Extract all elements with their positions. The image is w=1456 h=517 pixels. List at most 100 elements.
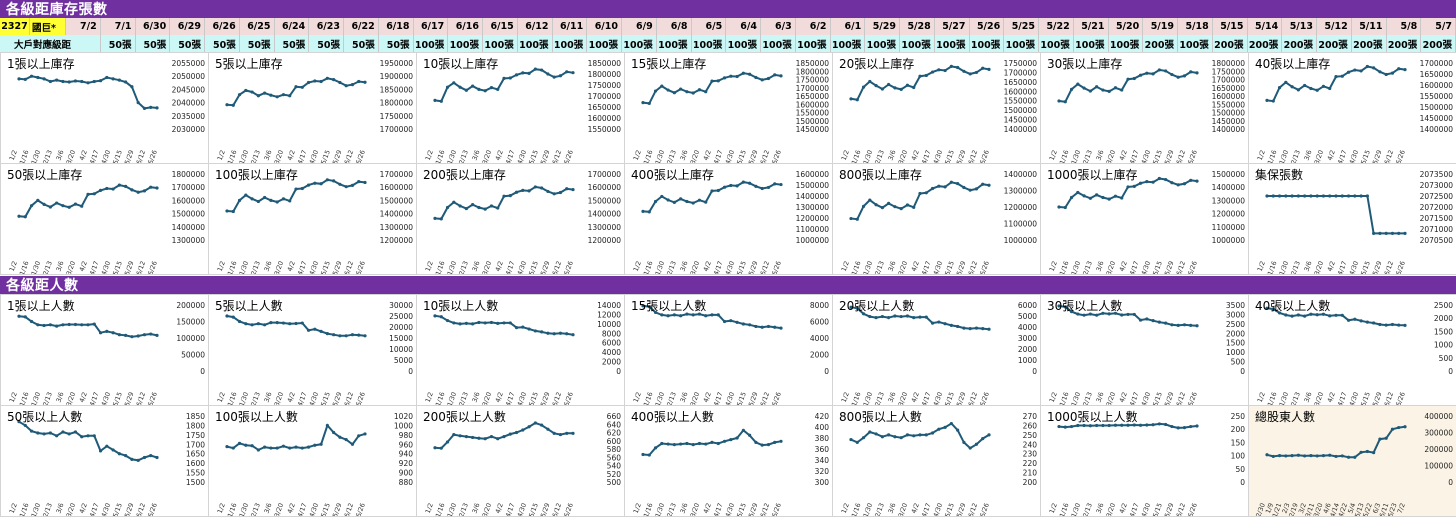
lots-cell[interactable]: 50張 <box>136 35 171 52</box>
date-cell[interactable]: 5/11 <box>1352 18 1387 35</box>
date-cell[interactable]: 5/19 <box>1143 18 1178 35</box>
date-cell[interactable]: 5/28 <box>900 18 935 35</box>
holders-chart-panel[interactable]: 1020 1000 980 960 940 920 900 880 1/2 1/16 1/30 2/1… <box>208 405 417 517</box>
date-cell[interactable]: 5/18 <box>1178 18 1213 35</box>
lots-cell[interactable]: 100張 <box>900 35 935 52</box>
lots-cell[interactable]: 50張 <box>170 35 205 52</box>
holders-chart-panel[interactable]: 30000 25000 20000 15000 10000 5000 0 1/2 1/16 1/3… <box>208 294 417 406</box>
date-cell[interactable]: 5/29 <box>865 18 900 35</box>
date-cell[interactable]: 6/10 <box>587 18 622 35</box>
lots-row-header[interactable]: 大戶對應級距 <box>0 35 101 52</box>
inventory-chart-panel[interactable]: 1700000 1650000 1600000 1550000 1500000 14500… <box>1248 52 1456 164</box>
lots-cell[interactable]: 50張 <box>240 35 275 52</box>
date-cell[interactable]: 5/13 <box>1282 18 1317 35</box>
date-cell[interactable]: 6/26 <box>205 18 240 35</box>
date-cell[interactable]: 5/27 <box>935 18 970 35</box>
holders-chart-panel[interactable]: 6000 5000 4000 3000 2000 1000 0 1/2 1/16 1/30 2/13… <box>832 294 1041 406</box>
lots-cell[interactable]: 100張 <box>865 35 900 52</box>
date-cell[interactable]: 6/24 <box>275 18 310 35</box>
date-cell[interactable]: 6/8 <box>657 18 692 35</box>
date-cell[interactable]: 6/9 <box>622 18 657 35</box>
lots-cell[interactable]: 100張 <box>692 35 727 52</box>
lots-cell[interactable]: 100張 <box>726 35 761 52</box>
inventory-chart-panel[interactable]: 1850000 1800000 1750000 1700000 1650000 16000… <box>416 52 625 164</box>
lots-cell[interactable]: 100張 <box>587 35 622 52</box>
holders-chart-panel[interactable]: 420 400 380 360 340 320 300 1/2 1/16 1/30 2/13 3/6 3… <box>624 405 833 517</box>
date-cell[interactable]: 7/1 <box>101 18 136 35</box>
holders-chart-panel[interactable]: 660 640 620 600 580 560 540 520 500 1/2 1/16 1/30 2/… <box>416 405 625 517</box>
date-cell[interactable]: 5/14 <box>1248 18 1283 35</box>
lots-cell[interactable]: 100張 <box>1074 35 1109 52</box>
date-cell[interactable]: 5/26 <box>970 18 1005 35</box>
holders-chart-panel[interactable]: 200000 150000 100000 50000 0 1/2 1/16 1/30 2/13 3… <box>0 294 209 406</box>
inventory-chart-panel[interactable]: 1850000 1800000 1750000 1700000 1650000 16000… <box>624 52 833 164</box>
inventory-chart-panel[interactable]: 1800000 1700000 1600000 1500000 1400000 13000… <box>0 163 209 275</box>
lots-cell[interactable]: 200張 <box>1317 35 1352 52</box>
date-cell[interactable]: 6/25 <box>240 18 275 35</box>
stock-code-cell[interactable]: 2327 <box>0 18 30 35</box>
date-cell[interactable]: 5/25 <box>1004 18 1039 35</box>
lots-cell[interactable]: 100張 <box>831 35 866 52</box>
lots-cell[interactable]: 200張 <box>1387 35 1422 52</box>
lots-cell[interactable]: 100張 <box>622 35 657 52</box>
lots-cell[interactable]: 100張 <box>1109 35 1144 52</box>
date-cell[interactable]: 6/11 <box>553 18 588 35</box>
date-cell[interactable]: 5/20 <box>1109 18 1144 35</box>
holders-chart-panel[interactable]: 3500 3000 2500 2000 1500 1000 500 0 1/2 1/16 1/30 2… <box>1040 294 1249 406</box>
lots-cell[interactable]: 100張 <box>1004 35 1039 52</box>
date-cell[interactable]: 7/2 <box>66 18 101 35</box>
date-cell[interactable]: 6/4 <box>726 18 761 35</box>
inventory-chart-panel[interactable]: 1500000 1400000 1300000 1200000 1100000 10000… <box>1040 163 1249 275</box>
lots-cell[interactable]: 100張 <box>657 35 692 52</box>
lots-cell[interactable]: 100張 <box>1178 35 1213 52</box>
date-cell[interactable]: 6/29 <box>170 18 205 35</box>
inventory-chart-panel[interactable]: 1700000 1600000 1500000 1400000 1300000 12000… <box>416 163 625 275</box>
inventory-chart-panel[interactable]: 1600000 1500000 1400000 1300000 1200000 11000… <box>624 163 833 275</box>
date-cell[interactable]: 6/12 <box>518 18 553 35</box>
inventory-chart-panel[interactable]: 1700000 1600000 1500000 1400000 1300000 12000… <box>208 163 417 275</box>
holders-chart-panel[interactable]: 250 200 150 100 50 0 1/2 1/16 1/30 2/13 3/6 3/20 4/2… <box>1040 405 1249 517</box>
inventory-chart-panel[interactable]: 2055000 2050000 2045000 2040000 2035000 20300… <box>0 52 209 164</box>
date-cell[interactable]: 6/22 <box>344 18 379 35</box>
date-cell[interactable]: 5/8 <box>1387 18 1422 35</box>
date-cell[interactable]: 5/15 <box>1213 18 1248 35</box>
date-cell[interactable]: 6/30 <box>136 18 171 35</box>
lots-cell[interactable]: 200張 <box>1248 35 1283 52</box>
lots-cell[interactable]: 100張 <box>935 35 970 52</box>
date-cell[interactable]: 5/7 <box>1421 18 1456 35</box>
lots-cell[interactable]: 50張 <box>205 35 240 52</box>
date-cell[interactable]: 6/16 <box>448 18 483 35</box>
holders-chart-panel[interactable]: 2500 2000 1500 1000 500 0 1/2 1/16 1/30 2/13 3/6 3/… <box>1248 294 1456 406</box>
lots-cell[interactable]: 100張 <box>414 35 449 52</box>
inventory-chart-panel[interactable]: 2073500 2073000 2072500 2072000 2071500 20710… <box>1248 163 1456 275</box>
holders-chart-panel[interactable]: 270 260 250 240 230 220 210 200 1/2 1/16 1/30 2/13 3… <box>832 405 1041 517</box>
stock-name-cell[interactable]: 國巨* <box>30 18 66 35</box>
inventory-chart-panel[interactable]: 1950000 1900000 1850000 1800000 1750000 17000… <box>208 52 417 164</box>
lots-cell[interactable]: 50張 <box>275 35 310 52</box>
lots-cell[interactable]: 50張 <box>101 35 136 52</box>
date-cell[interactable]: 6/18 <box>379 18 414 35</box>
date-cell[interactable]: 6/3 <box>761 18 796 35</box>
holders-chart-panel[interactable]: 8000 6000 4000 2000 0 1/2 1/16 1/30 2/13 3/6 3/20 4… <box>624 294 833 406</box>
lots-cell[interactable]: 100張 <box>796 35 831 52</box>
lots-cell[interactable]: 100張 <box>1039 35 1074 52</box>
lots-cell[interactable]: 100張 <box>761 35 796 52</box>
inventory-chart-panel[interactable]: 1800000 1750000 1700000 1650000 1600000 15500… <box>1040 52 1249 164</box>
lots-cell[interactable]: 50張 <box>309 35 344 52</box>
date-cell[interactable]: 6/1 <box>831 18 866 35</box>
lots-cell[interactable]: 100張 <box>970 35 1005 52</box>
date-cell[interactable]: 5/22 <box>1039 18 1074 35</box>
date-cell[interactable]: 6/5 <box>692 18 727 35</box>
lots-cell[interactable]: 100張 <box>553 35 588 52</box>
date-cell[interactable]: 5/12 <box>1317 18 1352 35</box>
date-cell[interactable]: 6/17 <box>414 18 449 35</box>
lots-cell[interactable]: 100張 <box>483 35 518 52</box>
holders-chart-panel[interactable]: 14000 12000 10000 8000 6000 4000 2000 0 1/2 1/16 1… <box>416 294 625 406</box>
date-cell[interactable]: 6/23 <box>309 18 344 35</box>
lots-cell[interactable]: 50張 <box>379 35 414 52</box>
date-cell[interactable]: 6/2 <box>796 18 831 35</box>
holders-chart-panel[interactable]: 1850 1800 1750 1700 1650 1600 1550 1500 1/2 1/16 1… <box>0 405 209 517</box>
holders-chart-panel[interactable]: 400000 300000 200000 100000 0 12/30 1/9 1/21 2/3… <box>1248 405 1456 517</box>
lots-cell[interactable]: 200張 <box>1143 35 1178 52</box>
lots-cell[interactable]: 50張 <box>344 35 379 52</box>
